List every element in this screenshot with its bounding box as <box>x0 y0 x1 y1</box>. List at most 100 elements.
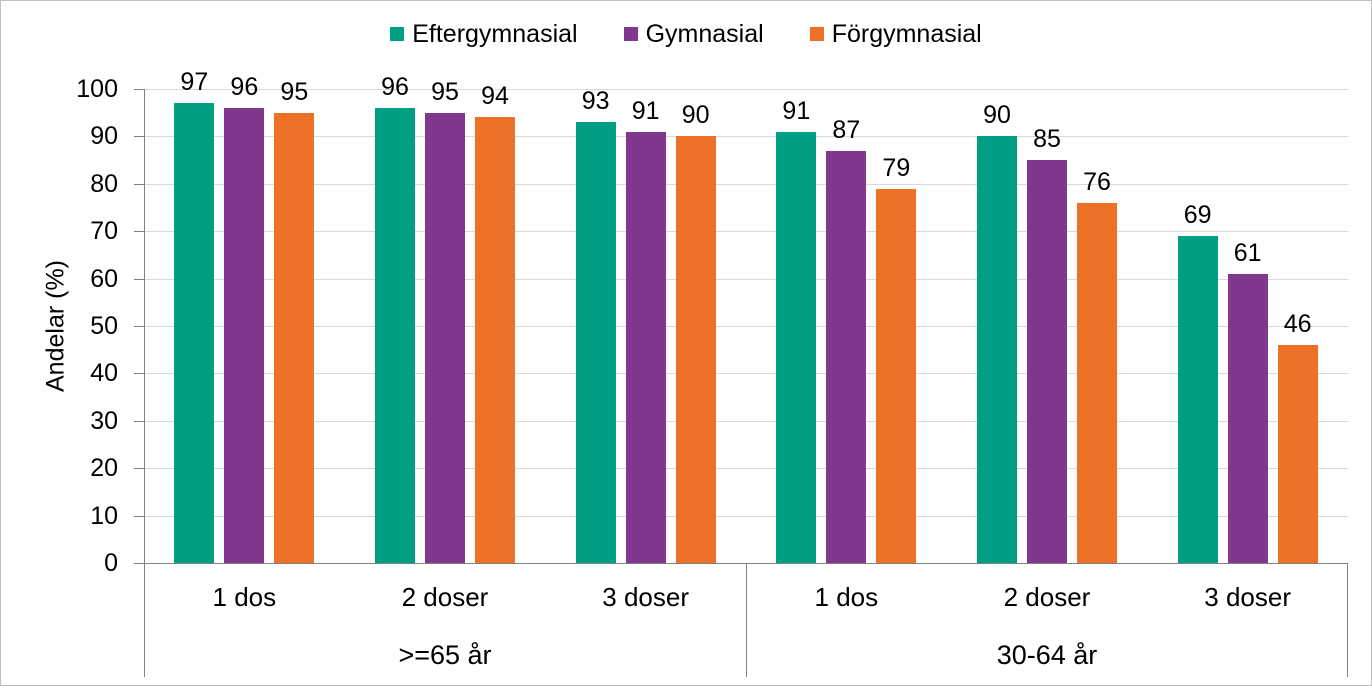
bar-slot: 46 <box>1277 89 1318 563</box>
gridline <box>144 231 1348 233</box>
bar-value-label: 69 <box>1183 200 1212 229</box>
y-axis-tick <box>134 278 144 280</box>
age-group-label: >=65 år <box>398 640 492 670</box>
legend-label: Gymnasial <box>645 20 764 48</box>
y-tick-label: 10 <box>90 501 118 530</box>
bar-slot: 93 <box>575 87 616 563</box>
bar-slot: 76 <box>1076 89 1117 563</box>
y-tick-label: 90 <box>90 122 118 151</box>
legend-item-forgymnasial: Förgymnasial <box>809 19 982 49</box>
bar-gymnasial <box>224 107 265 563</box>
bar-group: 69 61 46 <box>1147 89 1348 563</box>
legend-swatch-gymnasial <box>623 27 638 41</box>
bar-value-label: 76 <box>1083 167 1111 196</box>
y-axis-tick <box>134 563 144 564</box>
bar-slot: 85 <box>1026 89 1067 563</box>
bar-slot: 95 <box>274 78 315 563</box>
y-tick-label: 0 <box>104 549 118 577</box>
y-axis-tick <box>134 231 144 233</box>
bar-value-label: 91 <box>631 96 660 125</box>
legend-label: Eftergymnasial <box>412 20 578 48</box>
bar-forgymnasial <box>876 188 917 563</box>
bar-value-label: 96 <box>230 72 259 101</box>
y-tick-label: 30 <box>90 406 118 435</box>
bar-value-label: 85 <box>1033 125 1061 154</box>
y-tick-label: 60 <box>90 264 118 293</box>
age-group-label: 30-64 år <box>996 640 1098 670</box>
bar-eftergymnasial <box>575 122 616 563</box>
category-label: 1 dos <box>814 582 879 612</box>
bar-gymnasial <box>1026 160 1067 563</box>
bar-eftergymnasial <box>174 103 215 563</box>
bar-slot: 87 <box>826 89 867 563</box>
bar-forgymnasial <box>1076 202 1117 563</box>
bar-gymnasial <box>826 150 867 563</box>
bar-eftergymnasial <box>374 107 415 563</box>
bar-slot: 97 <box>174 68 215 563</box>
bar-group: 93 91 90 <box>545 87 746 563</box>
gridline <box>144 373 1348 375</box>
y-tick-label: 40 <box>90 359 118 388</box>
age-group-separator-line <box>746 563 747 677</box>
axis-frame-right-line <box>1347 563 1348 677</box>
y-tick-label: 50 <box>90 312 118 340</box>
gridline <box>144 468 1348 470</box>
bar-value-label: 96 <box>381 72 409 101</box>
bar-slot: 69 <box>1177 89 1218 563</box>
y-tick-label: 100 <box>76 75 118 103</box>
plot-area: 0 10 20 30 40 50 60 70 80 90 100 97 96 95 96 95 94 93 91 90… <box>76 68 1348 577</box>
gridline <box>144 136 1348 138</box>
category-label: 2 doser <box>401 582 489 612</box>
bar-eftergymnasial <box>776 131 817 563</box>
legend-item-gymnasial: Gymnasial <box>623 19 764 49</box>
y-tick-label: 70 <box>90 217 118 246</box>
bar-value-label: 95 <box>431 77 459 106</box>
gridline <box>144 183 1348 185</box>
bar-slot: 96 <box>374 73 415 563</box>
bar-forgymnasial <box>274 112 315 563</box>
y-axis-tick <box>134 326 144 327</box>
bar-value-label: 90 <box>983 101 1011 130</box>
category-label: 1 dos <box>212 582 277 612</box>
category-label: 3 doser <box>602 582 690 612</box>
y-tick-label: 20 <box>90 454 118 483</box>
bar-forgymnasial <box>474 117 515 563</box>
bar-eftergymnasial <box>1177 235 1218 563</box>
bar-slot: 96 <box>224 73 265 563</box>
gridline <box>144 89 1348 90</box>
bar-slot: 91 <box>776 89 817 563</box>
y-axis-line <box>144 89 145 677</box>
y-tick-label: 80 <box>90 169 118 198</box>
bar-value-label: 46 <box>1283 309 1312 338</box>
y-axis-title: Andelar (%) <box>41 260 70 392</box>
y-axis-tick <box>134 373 144 375</box>
bar-slot: 90 <box>675 89 716 563</box>
bar-group: 91 87 79 <box>746 89 947 563</box>
category-label: 2 doser <box>1003 582 1091 612</box>
legend-swatch-forgymnasial <box>809 27 824 41</box>
bar-slot: 94 <box>474 82 515 563</box>
bar-gymnasial <box>625 131 666 563</box>
legend-swatch-eftergymnasial <box>390 27 405 41</box>
y-axis-tick <box>134 136 144 138</box>
bar-group: 97 96 95 <box>144 68 345 563</box>
category-label: 3 doser <box>1204 582 1292 612</box>
bar-value-label: 91 <box>782 96 811 125</box>
bar-gymnasial <box>1227 273 1268 563</box>
legend-label: Förgymnasial <box>831 20 982 48</box>
bar-slot: 61 <box>1227 89 1268 563</box>
gridline <box>144 515 1348 517</box>
bar-value-label: 97 <box>180 68 209 97</box>
y-axis-tick <box>134 89 144 90</box>
bar-value-label: 61 <box>1233 238 1262 267</box>
bar-value-label: 87 <box>832 115 861 144</box>
y-axis-tick <box>134 515 144 517</box>
bar-gymnasial <box>424 112 465 563</box>
bar-slot: 95 <box>424 78 465 563</box>
bar-group: 90 85 76 <box>947 89 1148 563</box>
gridline <box>144 326 1348 327</box>
legend-item-eftergymnasial: Eftergymnasial <box>390 19 578 49</box>
bar-slot: 91 <box>625 89 666 563</box>
gridline <box>144 278 1348 280</box>
